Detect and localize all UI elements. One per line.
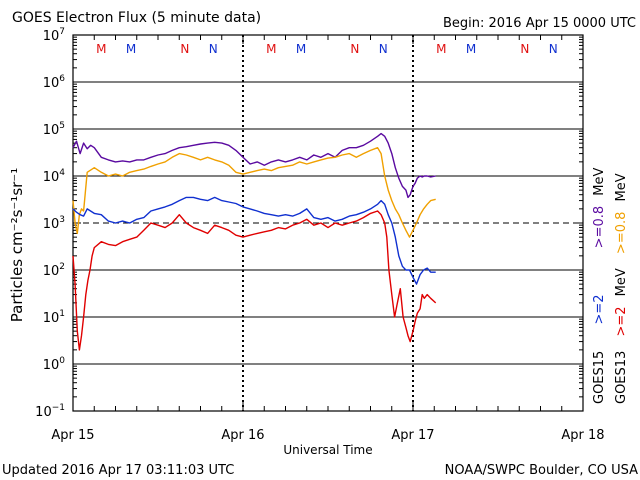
legend-goes15-ge08: >=0.8	[592, 206, 607, 248]
satellite-marker: M	[436, 42, 446, 56]
series-goes13-2-mev	[72, 210, 437, 351]
satellite-marker: M	[266, 42, 276, 56]
legend-goes13-ge2-unit: MeV	[614, 268, 629, 296]
y-tick-label: 102	[43, 262, 65, 279]
y-tick-label: 106	[43, 74, 66, 91]
updated-timestamp: Updated 2016 Apr 17 03:11:03 UTC	[2, 463, 234, 478]
data-series	[72, 132, 437, 351]
series-goes13-0-8-mev	[72, 146, 436, 238]
x-axis-label: Universal Time	[283, 443, 372, 457]
legend-goes13-ge08-unit: MeV	[614, 173, 629, 201]
y-tick-label: 103	[43, 215, 65, 232]
legend-goes15-ge08-unit: MeV	[592, 168, 607, 196]
x-axis-ticks: Apr 15 Apr 16 Apr 17 Apr 18	[51, 35, 605, 443]
satellite-marker: N	[350, 42, 359, 56]
satellite-marker: N	[549, 42, 558, 56]
grid-lines	[73, 35, 583, 411]
satellite-marker: M	[296, 42, 306, 56]
legend-goes15-ge2: >=2	[592, 294, 607, 324]
begin-date-label: Begin: 2016 Apr 15 0000 UTC	[443, 16, 636, 31]
legend-goes13-ge2: >=2	[614, 306, 629, 336]
satellite-marker: M	[126, 42, 136, 56]
y-axis-label: Particles cm⁻²s⁻¹sr⁻¹	[8, 168, 26, 322]
x-tick-label: Apr 17	[391, 428, 434, 443]
legend-goes13-label: GOES13	[614, 351, 629, 404]
x-tick-label: Apr 18	[561, 428, 604, 443]
legend-goes15: GOES15 >=2 >=0.8 MeV	[592, 168, 607, 404]
satellite-marker: N	[209, 42, 218, 56]
y-axis-ticks: 107 106 105 104 103 102 101 100 10−1	[35, 27, 583, 420]
credit-label: NOAA/SWPC Boulder, CO USA	[445, 463, 638, 478]
chart-title: GOES Electron Flux (5 minute data)	[12, 10, 261, 26]
series-goes15-0-8-mev	[72, 132, 436, 199]
satellite-marker: M	[96, 42, 106, 56]
x-tick-label: Apr 16	[221, 428, 264, 443]
satellite-marker: N	[379, 42, 388, 56]
satellite-marker: M	[466, 42, 476, 56]
legend-goes13: GOES13 >=2 MeV >=0.8 MeV	[614, 173, 629, 404]
y-tick-label: 105	[43, 121, 65, 138]
x-tick-label: Apr 15	[51, 428, 94, 443]
satellite-marker: N	[180, 42, 189, 56]
legend-goes13-ge08: >=0.8	[614, 212, 629, 254]
legend-goes15-label: GOES15	[592, 351, 607, 404]
y-tick-label: 10−1	[35, 403, 65, 420]
satellite-marker: N	[520, 42, 529, 56]
y-tick-label: 101	[43, 309, 65, 326]
y-tick-label: 100	[43, 356, 66, 373]
y-tick-label: 104	[43, 168, 66, 185]
y-tick-label: 107	[43, 27, 65, 44]
series-goes15-2-mev	[72, 196, 436, 285]
